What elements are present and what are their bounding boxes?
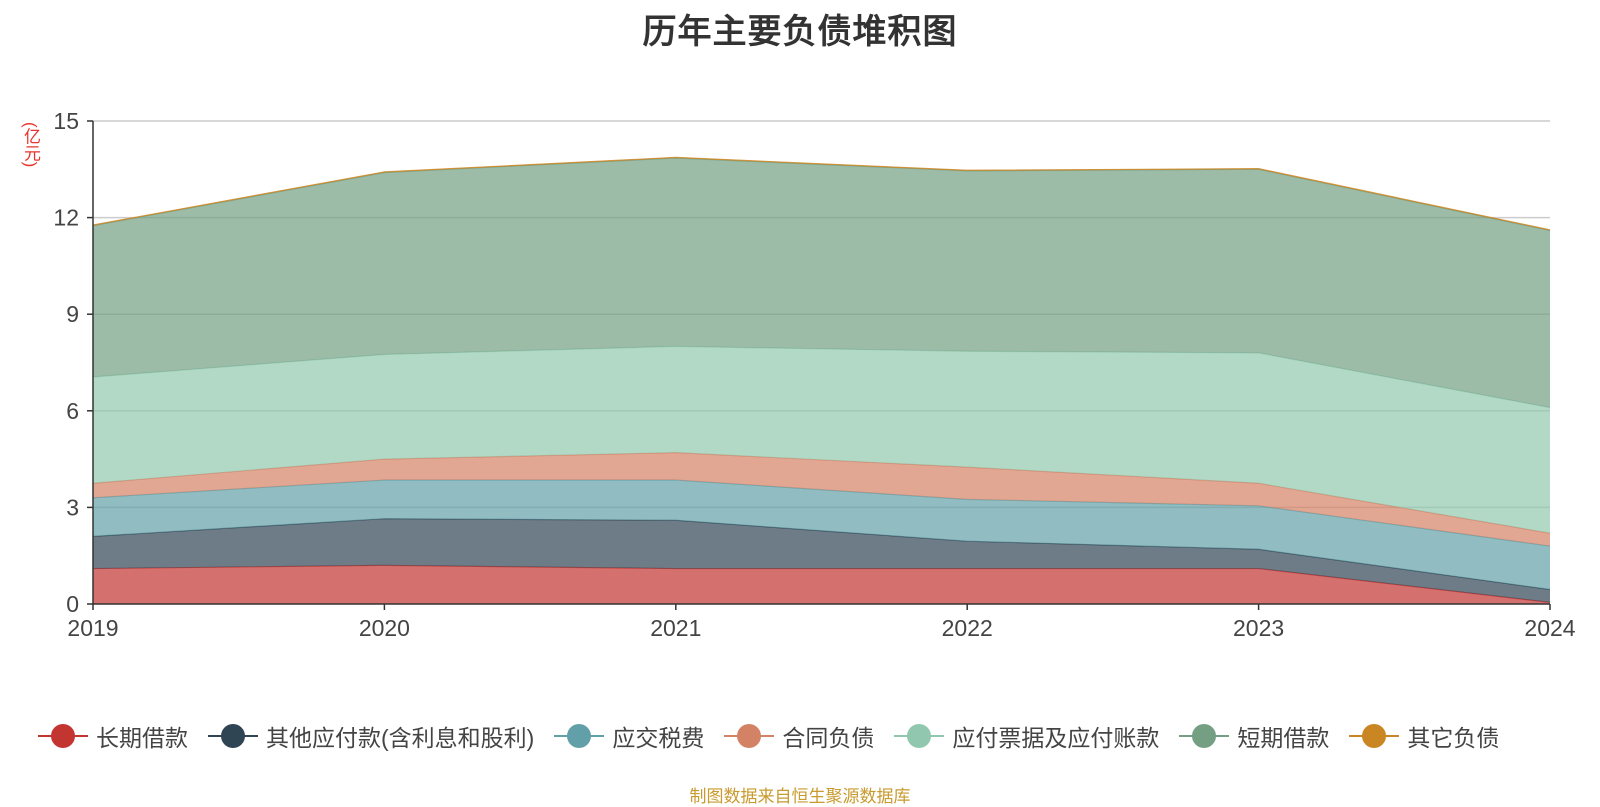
legend-marker-icon bbox=[208, 723, 258, 749]
legend-marker-icon bbox=[1179, 723, 1230, 749]
legend-label: 其它负债 bbox=[1407, 725, 1500, 751]
y-tick-label: 9 bbox=[66, 301, 79, 327]
legend-item[interactable]: 其他应付款(含利息和股利) bbox=[208, 719, 534, 753]
y-tick-label: 15 bbox=[53, 108, 79, 134]
legend-label: 短期借款 bbox=[1237, 725, 1330, 751]
axes: 0 3 6 9 12 15 2019 2020 2021 2022 2023 2024 bbox=[53, 108, 1575, 641]
x-tick-label: 2022 bbox=[942, 615, 993, 641]
area-其他应付款(含利息和股利) bbox=[93, 518, 1550, 603]
area-series bbox=[92, 156, 1551, 604]
area-应付票据及应付账款 bbox=[93, 346, 1550, 534]
legend-marker-icon bbox=[554, 723, 605, 749]
legend-marker-icon bbox=[724, 723, 775, 749]
legend-item[interactable]: 应交税费 bbox=[554, 719, 704, 753]
legend-label: 其他应付款(含利息和股利) bbox=[266, 725, 535, 751]
y-tick-label: 3 bbox=[66, 494, 79, 520]
y-axis-unit-label: (亿元) bbox=[21, 122, 40, 168]
series-line-其它负债 bbox=[92, 156, 1551, 231]
x-tick-label: 2020 bbox=[359, 615, 410, 641]
x-tick-label: 2023 bbox=[1233, 615, 1284, 641]
legend-label: 长期借款 bbox=[96, 725, 188, 751]
area-合同负债 bbox=[93, 452, 1550, 547]
legend-item[interactable]: 短期借款 bbox=[1179, 719, 1329, 753]
legend-marker-icon bbox=[894, 723, 945, 749]
legend-item[interactable]: 合同负债 bbox=[724, 719, 874, 753]
source-note: 制图数据来自恒生聚源数据库 bbox=[689, 787, 911, 806]
legend: 长期借款 其他应付款(含利息和股利) 应交税费 合同负债 应付票据及应付账款 短期借款 其它… bbox=[38, 718, 1519, 754]
area-应交税费 bbox=[93, 480, 1550, 590]
legend-item[interactable]: 其它负债 bbox=[1349, 719, 1499, 753]
chart-title: 历年主要负债堆积图 bbox=[642, 13, 958, 51]
y-tick-label: 0 bbox=[66, 591, 79, 617]
area-长期借款 bbox=[93, 565, 1550, 604]
legend-item[interactable]: 长期借款 bbox=[38, 719, 188, 753]
legend-marker-icon bbox=[1349, 723, 1400, 749]
y-tick-label: 6 bbox=[66, 398, 79, 424]
x-tick-label: 2024 bbox=[1524, 615, 1575, 641]
legend-label: 合同负债 bbox=[782, 725, 875, 751]
legend-label: 应交税费 bbox=[612, 725, 705, 751]
x-tick-label: 2021 bbox=[650, 615, 701, 641]
x-tick-label: 2019 bbox=[67, 615, 118, 641]
legend-label: 应付票据及应付账款 bbox=[952, 725, 1160, 751]
legend-item[interactable]: 应付票据及应付账款 bbox=[894, 719, 1159, 753]
y-tick-label: 12 bbox=[53, 205, 79, 231]
legend-marker-icon bbox=[38, 723, 88, 749]
area-短期借款 bbox=[93, 158, 1550, 408]
